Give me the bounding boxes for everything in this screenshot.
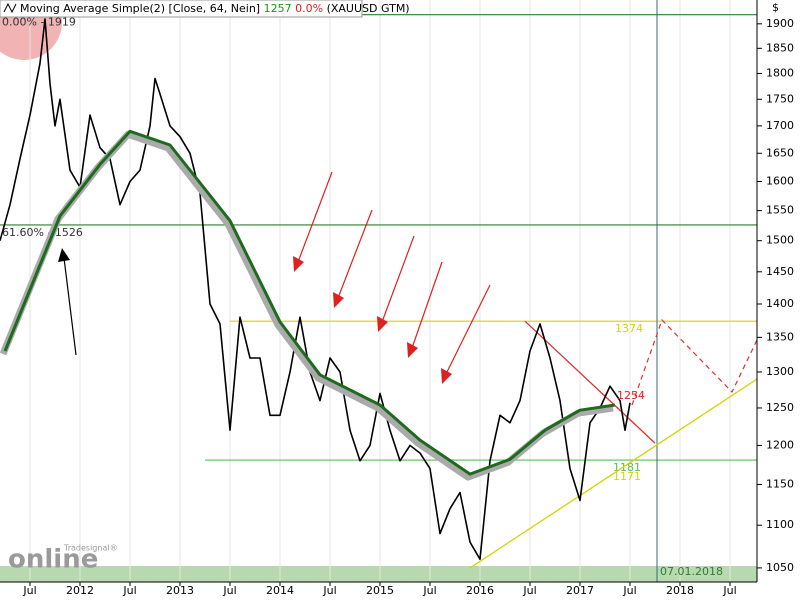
plot-area: 0.00% - 1919 61.60% - 1526 1374 1181 07.01.2… [0,0,758,582]
y-tick-label: 1050 [766,561,794,574]
y-tick-label: 1400 [766,297,794,310]
y-tick-label: 1850 [766,41,794,54]
legend-title: Moving Average Simple(2) [Close, 64, Nei… [20,2,260,15]
ma-line [3,129,616,476]
arrows [58,171,758,406]
ma-end-label: 1254 [617,389,645,402]
legend-symbol: (XAUUSD GTM) [327,2,410,15]
y-tick-label: 1450 [766,265,794,278]
x-tick-label: 2015 [366,584,394,597]
y-tick-label: 1600 [766,174,794,187]
x-tick-label: 2016 [466,584,494,597]
watermark-brand: Tradesignal® [63,544,118,553]
x-tick-label: Jul [422,584,436,597]
y-tick-label: 1700 [766,119,794,132]
y-tick-label: 1650 [766,146,794,159]
legend: Moving Average Simple(2) [Close, 64, Nei… [20,2,410,15]
trendline-label: 1171 [613,470,641,483]
legend-box [0,0,363,18]
x-tick-label: Jul [622,584,636,597]
level-label: 1374 [615,322,643,335]
trendline [524,320,656,444]
y-tick-label: 1500 [766,234,794,247]
y-tick-label: 1350 [766,330,794,343]
y-tick-label: 1900 [766,17,794,30]
watermark: online Tradesignal® [8,544,118,575]
level-label: 0.00% - 1919 [2,16,76,29]
x-tick-label: 2014 [266,584,294,597]
date-marker-label: 07.01.2018 [660,565,723,578]
y-tick-label: 1750 [766,92,794,105]
x-tick-label: 2013 [166,584,194,597]
y-tick-label: 1550 [766,204,794,217]
y-axis-label: $ [772,1,779,14]
y-tick-label: 1150 [766,477,794,490]
y-tick-label: 1800 [766,66,794,79]
bottom-band [0,566,757,582]
x-tick-label: 2012 [66,584,94,597]
level-label: 61.60% - 1526 [2,226,83,239]
y-tick-label: 1300 [766,365,794,378]
x-tick-label: Jul [522,584,536,597]
y-tick-label: 1250 [766,401,794,414]
x-tick-label: Jul [122,584,136,597]
y-tick-label: 1100 [766,518,794,531]
trendline [469,378,758,569]
y-tick-label: 1200 [766,438,794,451]
x-tick-label: 2017 [566,584,594,597]
legend-last: 1257 [264,2,292,15]
price-line [0,18,631,560]
watermark-text: online [8,545,98,575]
legend-icon [3,2,17,14]
x-tick-label: Jul [322,584,336,597]
x-tick-label: 2018 [666,584,694,597]
level-label: 1181 [613,461,641,474]
x-tick-label: Jul [222,584,236,597]
x-tick-label: Jul [722,584,736,597]
legend-change: 0.0% [295,2,323,15]
x-tick-label: Jul [22,584,36,597]
